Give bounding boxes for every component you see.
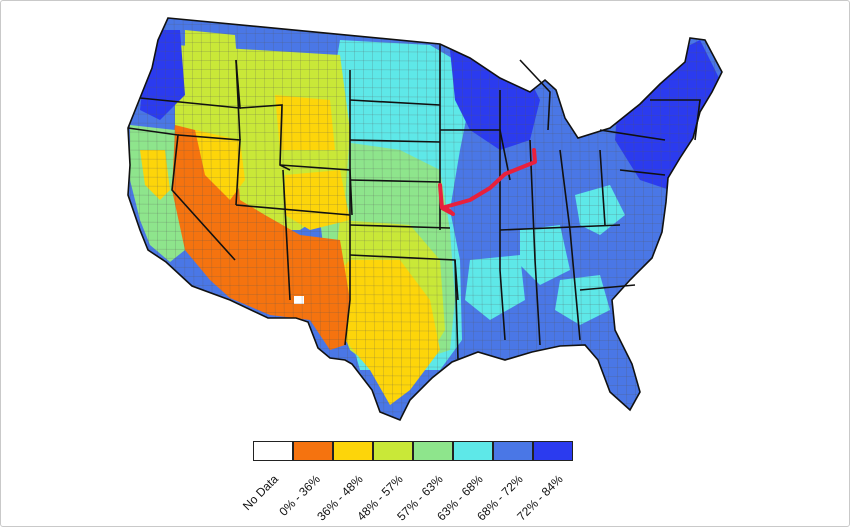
border-tennessee bbox=[499, 224, 621, 231]
county-border-line bbox=[128, 194, 722, 198]
legend-swatch bbox=[453, 441, 493, 461]
legend-swatch bbox=[413, 441, 453, 461]
highlight-boundary-line bbox=[438, 148, 537, 216]
county-border-line bbox=[128, 176, 722, 180]
region-washington-yellowgreen bbox=[185, 30, 240, 110]
region-appalachia-cyan bbox=[575, 185, 625, 235]
border-kansas-oklahoma bbox=[349, 224, 451, 229]
border-pennsylvania bbox=[599, 129, 666, 141]
border-maryland bbox=[619, 169, 666, 176]
border-indiana-alabama bbox=[529, 139, 541, 346]
region-southeast-cyan-3 bbox=[555, 275, 610, 325]
county-border-line bbox=[128, 401, 722, 405]
county-border-line bbox=[128, 230, 722, 234]
county-border-line bbox=[128, 167, 722, 171]
county-border-line bbox=[371, 18, 376, 420]
county-border-line bbox=[128, 212, 722, 216]
county-border-line bbox=[128, 158, 722, 162]
legend-swatch bbox=[253, 441, 293, 461]
region-wyoming-yellow bbox=[275, 95, 335, 150]
county-border-line bbox=[128, 185, 722, 189]
border-michigan bbox=[519, 59, 551, 131]
county-border-line bbox=[128, 149, 722, 153]
region-southeast-cyan-2 bbox=[520, 225, 570, 285]
border-mississippi-east bbox=[499, 90, 506, 341]
county-border-line bbox=[425, 18, 430, 420]
legend bbox=[253, 441, 573, 461]
border-plains-west bbox=[344, 70, 351, 346]
border-four-corners-horizontal bbox=[235, 204, 351, 216]
border-dakotas bbox=[349, 99, 441, 106]
county-border-line bbox=[416, 18, 421, 420]
county-border-line bbox=[128, 203, 722, 207]
border-georgia-carolina bbox=[579, 284, 636, 291]
legend-swatch bbox=[293, 441, 333, 461]
border-sd-nebraska bbox=[349, 139, 441, 143]
region-no-data bbox=[294, 296, 304, 304]
county-border-line bbox=[344, 18, 349, 420]
border-louisiana bbox=[454, 259, 459, 361]
county-border-line bbox=[128, 410, 722, 414]
state-borders bbox=[127, 17, 723, 422]
us-outline bbox=[127, 17, 723, 422]
county-border-line bbox=[128, 113, 722, 117]
region-southeast-cyan-1 bbox=[465, 255, 525, 320]
border-westvirginia bbox=[599, 149, 606, 226]
legend-swatch bbox=[373, 441, 413, 461]
county-border-line bbox=[110, 429, 740, 431]
county-border-line bbox=[353, 18, 358, 420]
county-border-line bbox=[128, 419, 722, 420]
county-border-line bbox=[398, 18, 403, 420]
county-border-line bbox=[380, 18, 385, 420]
county-border-line bbox=[362, 18, 367, 420]
county-border-line bbox=[128, 122, 722, 126]
region-california-yellow bbox=[140, 150, 170, 200]
border-newengland bbox=[650, 99, 701, 141]
county-border-line bbox=[128, 266, 722, 270]
border-ohio-georgia bbox=[559, 149, 581, 341]
border-arizona-newmexico bbox=[282, 169, 291, 301]
county-border-line bbox=[434, 18, 439, 420]
county-border-line bbox=[110, 15, 740, 17]
county-border-line bbox=[723, 10, 726, 430]
border-nebraska-kansas bbox=[349, 179, 441, 183]
border-california-nevada bbox=[127, 127, 236, 261]
county-border-line bbox=[128, 392, 722, 396]
county-border-line bbox=[128, 221, 722, 225]
county-border-line bbox=[128, 18, 133, 420]
legend-swatch bbox=[493, 441, 533, 461]
legend-swatch bbox=[533, 441, 573, 461]
county-border-line bbox=[407, 18, 412, 420]
county-border-line bbox=[128, 131, 722, 135]
county-border-line bbox=[120, 10, 123, 430]
border-montana-wyoming bbox=[239, 104, 291, 171]
border-idaho bbox=[235, 59, 241, 141]
county-border-line bbox=[128, 248, 722, 252]
county-border-line bbox=[128, 239, 722, 243]
county-border-line bbox=[443, 18, 448, 420]
county-border-line bbox=[389, 18, 394, 420]
legend-swatch bbox=[333, 441, 373, 461]
